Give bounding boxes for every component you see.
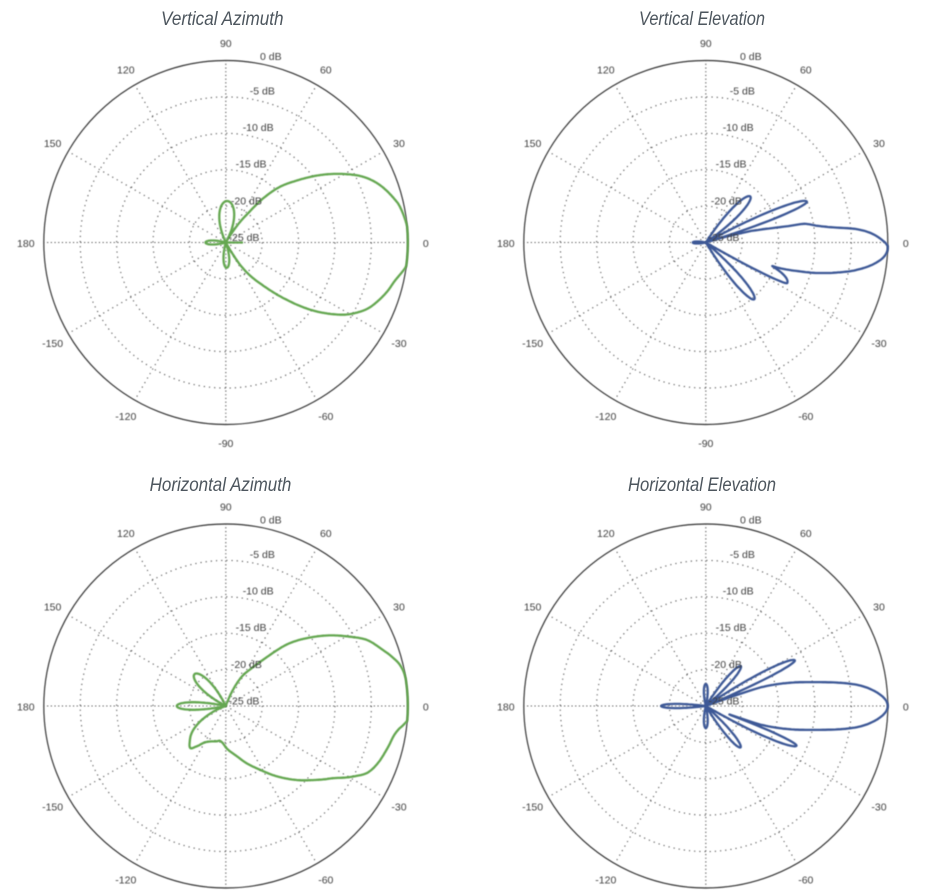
svg-text:30: 30 bbox=[393, 138, 405, 150]
svg-text:Vertical Elevation: Vertical Elevation bbox=[639, 8, 765, 30]
svg-text:-60: -60 bbox=[798, 875, 813, 887]
svg-text:0 dB: 0 dB bbox=[740, 515, 762, 527]
svg-text:120: 120 bbox=[597, 65, 615, 77]
svg-text:180: 180 bbox=[17, 701, 35, 713]
svg-text:0: 0 bbox=[423, 701, 429, 713]
svg-text:0: 0 bbox=[903, 238, 909, 250]
svg-text:60: 60 bbox=[320, 65, 332, 77]
svg-text:180: 180 bbox=[497, 238, 515, 250]
svg-text:-150: -150 bbox=[522, 801, 543, 813]
svg-text:60: 60 bbox=[800, 528, 812, 540]
svg-text:-120: -120 bbox=[595, 875, 616, 887]
svg-text:-10 dB: -10 dB bbox=[723, 122, 754, 134]
svg-text:-25 dB: -25 dB bbox=[709, 696, 740, 708]
svg-text:-10 dB: -10 dB bbox=[243, 586, 274, 598]
svg-text:60: 60 bbox=[800, 65, 812, 77]
svg-text:-90: -90 bbox=[218, 438, 233, 450]
svg-text:-15 dB: -15 dB bbox=[236, 622, 267, 634]
svg-text:150: 150 bbox=[524, 601, 542, 613]
svg-text:-20 dB: -20 dB bbox=[231, 659, 262, 671]
svg-text:90: 90 bbox=[220, 38, 232, 50]
svg-text:-30: -30 bbox=[871, 338, 886, 350]
svg-text:90: 90 bbox=[700, 38, 712, 50]
svg-text:Horizontal Azimuth: Horizontal Azimuth bbox=[150, 474, 292, 496]
svg-text:Vertical Azimuth: Vertical Azimuth bbox=[161, 8, 284, 30]
svg-text:-60: -60 bbox=[318, 411, 333, 423]
svg-text:60: 60 bbox=[320, 528, 332, 540]
svg-text:-150: -150 bbox=[42, 801, 63, 813]
svg-text:0: 0 bbox=[903, 701, 909, 713]
svg-text:30: 30 bbox=[873, 601, 885, 613]
svg-text:-60: -60 bbox=[318, 875, 333, 887]
svg-text:-25 dB: -25 dB bbox=[229, 232, 260, 244]
svg-text:180: 180 bbox=[497, 701, 515, 713]
svg-text:-30: -30 bbox=[391, 801, 406, 813]
svg-text:150: 150 bbox=[44, 138, 62, 150]
svg-text:-90: -90 bbox=[698, 438, 713, 450]
svg-text:30: 30 bbox=[873, 138, 885, 150]
svg-text:0 dB: 0 dB bbox=[260, 51, 282, 63]
svg-text:120: 120 bbox=[117, 528, 135, 540]
svg-text:-20 dB: -20 dB bbox=[231, 196, 262, 208]
svg-text:-150: -150 bbox=[42, 338, 63, 350]
svg-text:-150: -150 bbox=[522, 338, 543, 350]
svg-text:-20 dB: -20 dB bbox=[711, 196, 742, 208]
svg-text:Horizontal Elevation: Horizontal Elevation bbox=[628, 474, 776, 496]
svg-text:-20 dB: -20 dB bbox=[711, 659, 742, 671]
svg-text:-5 dB: -5 dB bbox=[250, 549, 275, 561]
svg-text:-15 dB: -15 dB bbox=[716, 622, 747, 634]
svg-text:-120: -120 bbox=[115, 411, 136, 423]
svg-text:-25 dB: -25 dB bbox=[229, 696, 260, 708]
svg-text:-15 dB: -15 dB bbox=[716, 159, 747, 171]
svg-text:-30: -30 bbox=[871, 801, 886, 813]
svg-text:0 dB: 0 dB bbox=[260, 515, 282, 527]
svg-text:30: 30 bbox=[393, 601, 405, 613]
svg-text:-120: -120 bbox=[595, 411, 616, 423]
svg-text:90: 90 bbox=[220, 501, 232, 513]
svg-text:-60: -60 bbox=[798, 411, 813, 423]
svg-text:120: 120 bbox=[117, 65, 135, 77]
svg-text:-30: -30 bbox=[391, 338, 406, 350]
svg-text:-120: -120 bbox=[115, 875, 136, 887]
svg-text:0 dB: 0 dB bbox=[740, 51, 762, 63]
svg-text:90: 90 bbox=[700, 501, 712, 513]
svg-text:-5 dB: -5 dB bbox=[730, 549, 755, 561]
svg-text:-10 dB: -10 dB bbox=[723, 586, 754, 598]
svg-text:-15 dB: -15 dB bbox=[236, 159, 267, 171]
svg-text:-5 dB: -5 dB bbox=[730, 86, 755, 98]
svg-text:120: 120 bbox=[597, 528, 615, 540]
svg-text:150: 150 bbox=[44, 601, 62, 613]
svg-text:150: 150 bbox=[524, 138, 542, 150]
svg-text:-10 dB: -10 dB bbox=[243, 122, 274, 134]
svg-text:-25 dB: -25 dB bbox=[709, 232, 740, 244]
svg-text:0: 0 bbox=[423, 238, 429, 250]
svg-text:180: 180 bbox=[17, 238, 35, 250]
svg-text:-5 dB: -5 dB bbox=[250, 86, 275, 98]
